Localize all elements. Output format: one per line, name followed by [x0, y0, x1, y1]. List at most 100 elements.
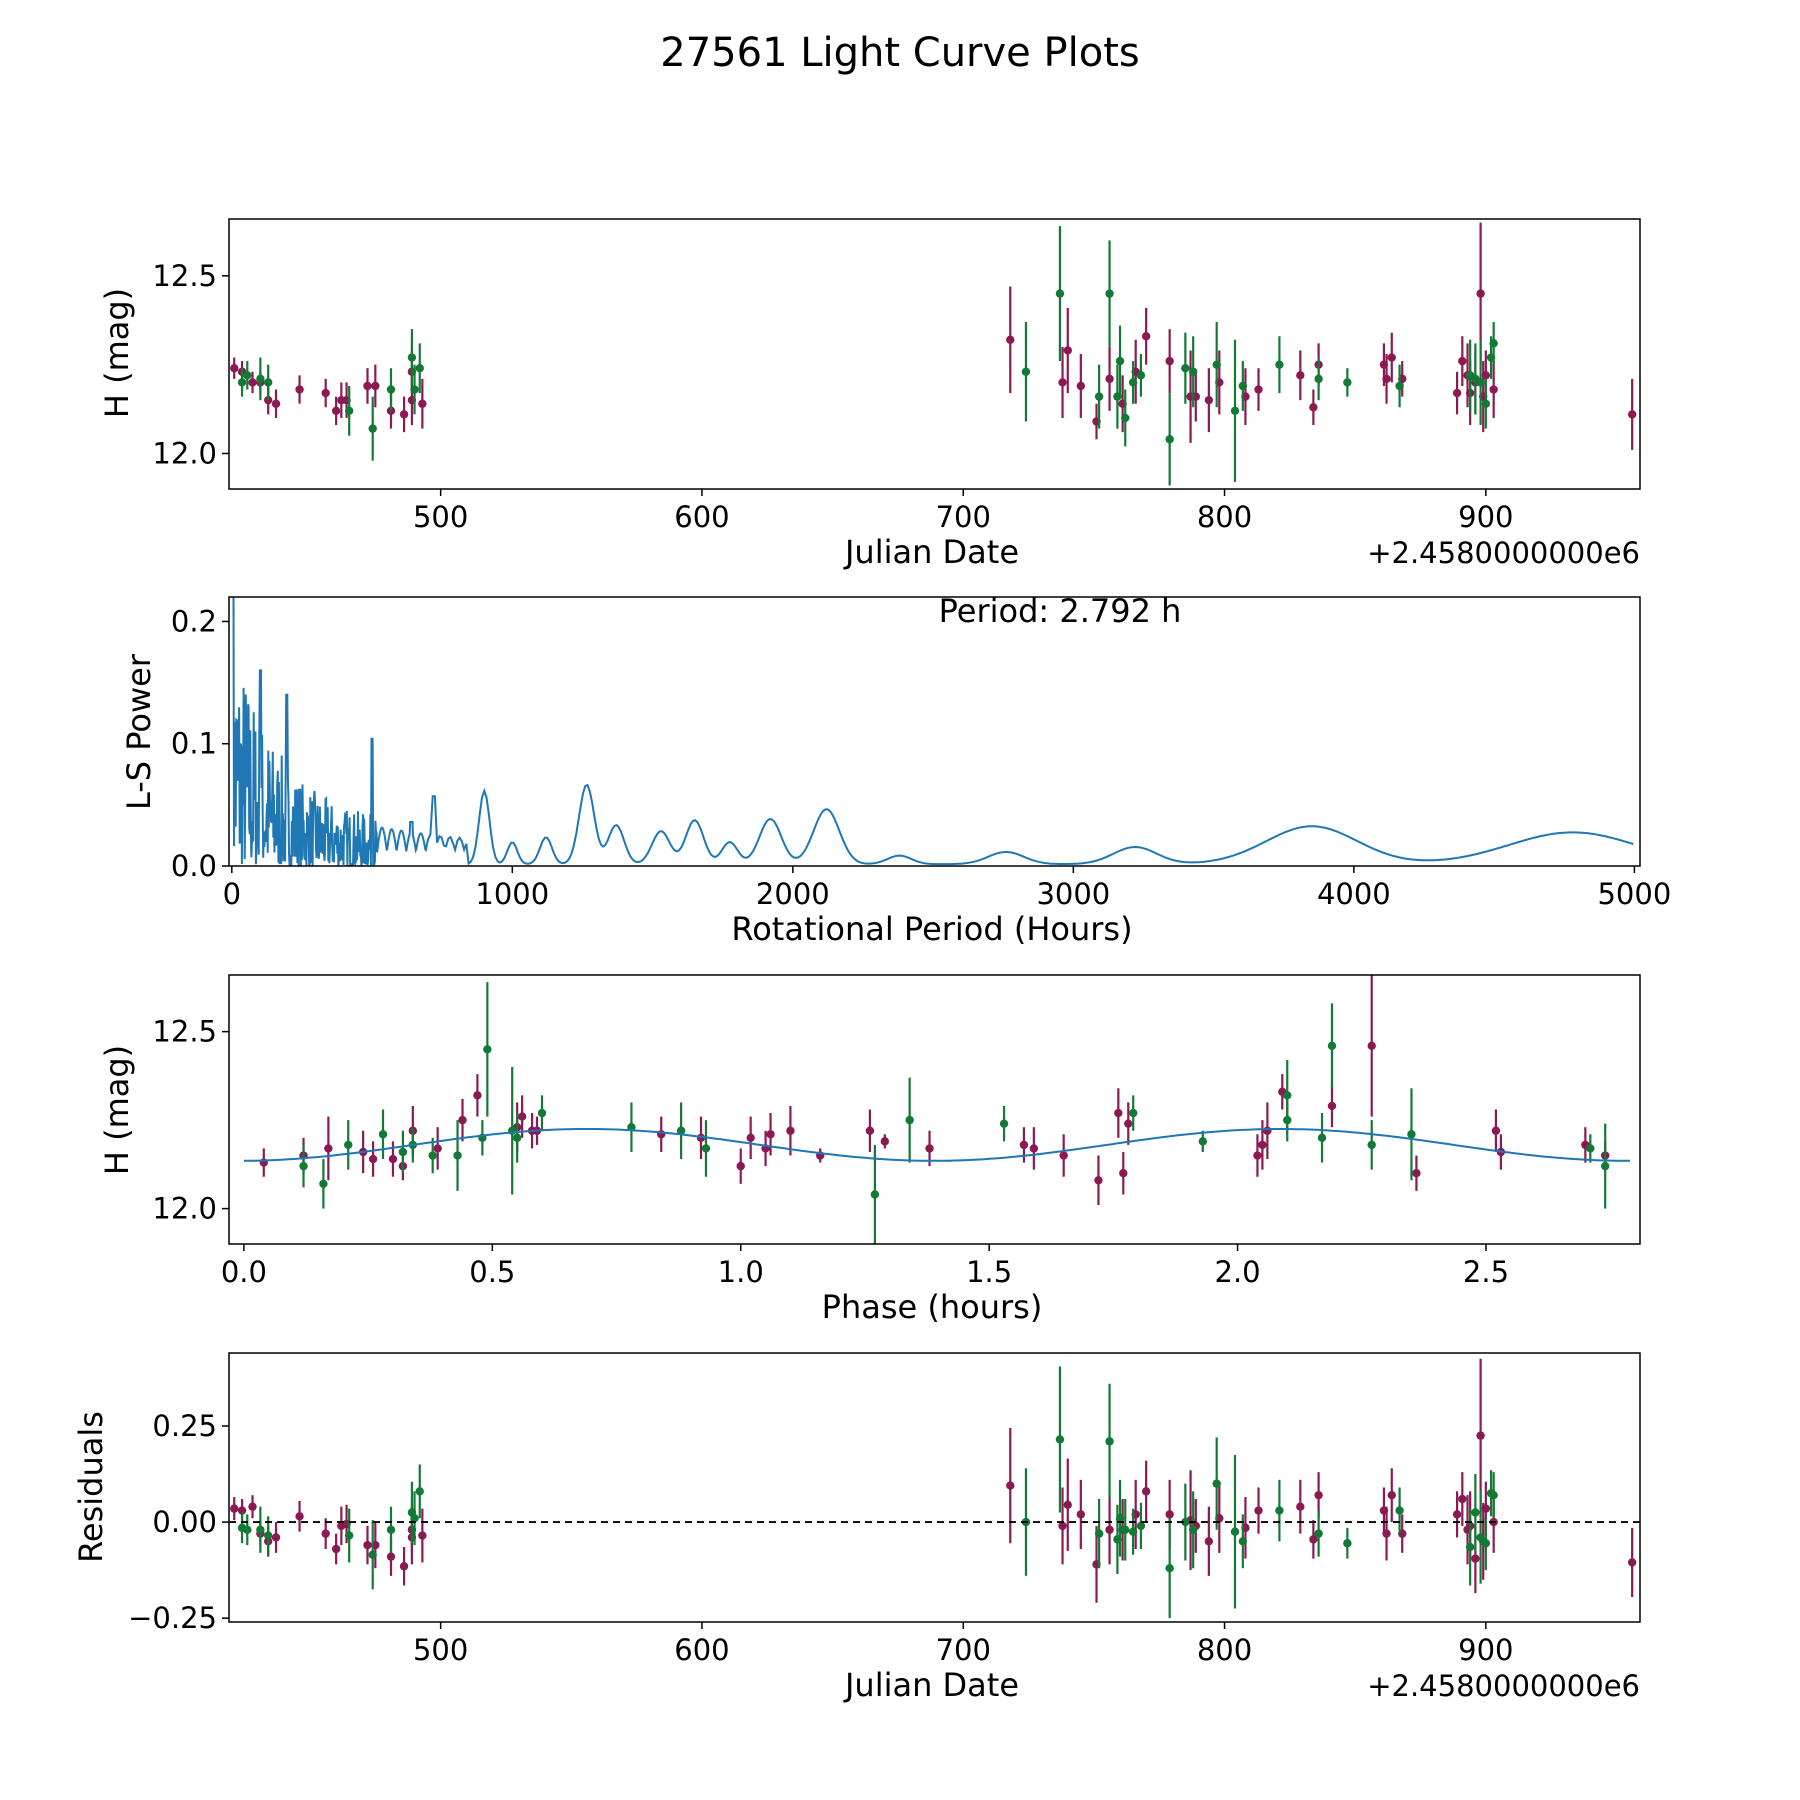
lightcurve-point-filter-a: [271, 399, 281, 408]
residuals-ytick-label: −0.25: [128, 1601, 217, 1635]
lightcurve-point-filter-b: [263, 378, 273, 387]
periodogram-xtick-label: 2000: [756, 877, 830, 911]
lightcurve-point-filter-b: [1136, 371, 1146, 380]
phased-point-filter-a: [1327, 1101, 1337, 1111]
lightcurve-point-filter-b: [1238, 381, 1248, 391]
lightcurve-point-filter-a: [248, 378, 257, 387]
periodogram-ytick-label: 0.1: [171, 727, 217, 761]
phased-axes-frame: [228, 974, 1641, 1245]
residuals-point-filter-b: [1343, 1539, 1352, 1548]
residuals-point-filter-a: [1309, 1535, 1318, 1544]
periodogram-xtick-label: 0: [223, 877, 241, 911]
periodogram-line: [232, 597, 1634, 866]
residuals-point-filter-a: [1382, 1529, 1391, 1538]
residuals-point-filter-a: [1063, 1500, 1072, 1509]
residuals-point-filter-a: [295, 1512, 304, 1521]
lightcurve-point-filter-b: [415, 364, 424, 373]
lightcurve-point-filter-b: [1395, 381, 1404, 391]
residuals-point-filter-b: [1471, 1508, 1480, 1517]
lightcurve-point-filter-b: [407, 353, 417, 362]
phased-point-filter-b: [870, 1190, 880, 1199]
phased-point-filter-a: [865, 1126, 875, 1135]
phased-ylabel: H (mag): [98, 1045, 136, 1175]
phased-point-filter-b: [1198, 1137, 1207, 1146]
phased-point-filter-b: [483, 1045, 492, 1054]
residuals-point-filter-b: [1465, 1542, 1475, 1552]
phased-xtick-label: 2.5: [1463, 1255, 1509, 1289]
phased-point-filter-b: [512, 1133, 522, 1143]
phased-point-filter-a: [368, 1154, 378, 1164]
lightcurve-point-filter-b: [1094, 392, 1104, 401]
residuals-point-filter-b: [1238, 1537, 1248, 1546]
lightcurve-point-filter-b: [1181, 364, 1190, 373]
phased-point-filter-b: [701, 1144, 711, 1153]
lightcurve-point-filter-b: [410, 385, 419, 394]
periodogram-xtick-label: 3000: [1036, 877, 1110, 911]
residuals-xtick-label: 900: [1458, 1633, 1513, 1667]
phased-point-filter-a: [1119, 1169, 1128, 1178]
residuals-xtick-label: 500: [413, 1633, 468, 1667]
periodogram-ytick-label: 0.0: [171, 849, 217, 883]
residuals-point-filter-a: [1476, 1431, 1485, 1440]
lightcurve-points: [230, 222, 1637, 486]
residuals-point-filter-b: [1476, 1533, 1485, 1542]
phased-point-filter-b: [1129, 1108, 1138, 1118]
lightcurve-point-filter-b: [1489, 339, 1498, 348]
lightcurve-point-filter-a: [399, 410, 409, 419]
periodogram-xlabel: Rotational Period (Hours): [731, 910, 1132, 948]
residuals-offset-label: +2.4580000000e6: [1367, 1669, 1640, 1703]
lightcurve-point-filter-a: [1105, 374, 1114, 384]
periodogram-ytick-label: 0.2: [171, 604, 217, 638]
lightcurve-xlabel: Julian Date: [843, 533, 1019, 571]
lightcurve-point-filter-a: [1627, 410, 1637, 419]
lightcurve-point-filter-a: [1063, 346, 1072, 355]
lightcurve-point-filter-b: [237, 378, 247, 387]
residuals-point-filter-b: [1481, 1539, 1491, 1548]
lightcurve-point-filter-a: [1165, 356, 1174, 366]
lightcurve-offset-label: +2.4580000000e6: [1367, 536, 1640, 570]
phased-xtick-label: 2.0: [1215, 1255, 1261, 1289]
residuals-points: [230, 1358, 1637, 1619]
residuals-point-filter-b: [344, 1531, 354, 1540]
residuals-point-filter-a: [1458, 1494, 1467, 1504]
periodogram-ylabel: L-S Power: [120, 653, 158, 810]
residuals-point-filter-b: [1188, 1525, 1198, 1534]
phased-point-filter-a: [1258, 1140, 1267, 1150]
residuals-point-filter-a: [237, 1506, 247, 1515]
phased-point-filter-b: [1407, 1130, 1416, 1139]
lightcurve-panel: Julian Date H (mag) +2.4580000000e6 500 6…: [98, 218, 1641, 571]
lightcurve-point-filter-a: [331, 406, 341, 416]
residuals-point-filter-b: [1181, 1517, 1190, 1527]
periodogram-xtick-label: 5000: [1597, 877, 1671, 911]
lightcurve-point-filter-b: [1055, 289, 1065, 298]
lightcurve-ytick-label: 12.0: [152, 436, 217, 470]
lightcurve-point-filter-a: [1006, 335, 1015, 344]
residuals-point-filter-b: [1115, 1514, 1125, 1523]
residuals-point-filter-a: [321, 1529, 330, 1538]
lightcurve-point-filter-a: [1058, 378, 1067, 387]
residuals-point-filter-a: [1452, 1510, 1462, 1519]
phased-panel: Phase (hours) H (mag) 0.0 0.5 1.0 1.5 2.0 2.5…: [98, 974, 1641, 1326]
residuals-point-filter-a: [271, 1533, 281, 1542]
lightcurve-point-filter-a: [1204, 395, 1214, 405]
phased-point-filter-a: [786, 1126, 795, 1135]
lightcurve-point-filter-b: [1212, 360, 1221, 369]
lightcurve-point-filter-a: [1141, 332, 1151, 341]
phased-point-filter-a: [1094, 1176, 1103, 1185]
phased-point-filter-a: [388, 1154, 398, 1164]
lightcurve-point-filter-b: [1021, 367, 1031, 376]
phased-point-filter-a: [1412, 1169, 1421, 1178]
residuals-point-filter-a: [1141, 1487, 1151, 1496]
lightcurve-point-filter-a: [1452, 388, 1462, 398]
periodogram-axes-frame: [228, 596, 1641, 867]
phased-point-filter-a: [1491, 1126, 1501, 1135]
lightcurve-xtick-label: 700: [936, 500, 991, 534]
lightcurve-point-filter-a: [363, 381, 372, 391]
phased-point-filter-b: [299, 1161, 308, 1171]
residuals-point-filter-b: [1121, 1525, 1130, 1534]
phased-point-filter-a: [1114, 1108, 1123, 1118]
lightcurve-point-filter-a: [321, 388, 330, 398]
lightcurve-ytick-label: 12.5: [152, 259, 217, 293]
phased-point-filter-a: [1019, 1140, 1029, 1150]
